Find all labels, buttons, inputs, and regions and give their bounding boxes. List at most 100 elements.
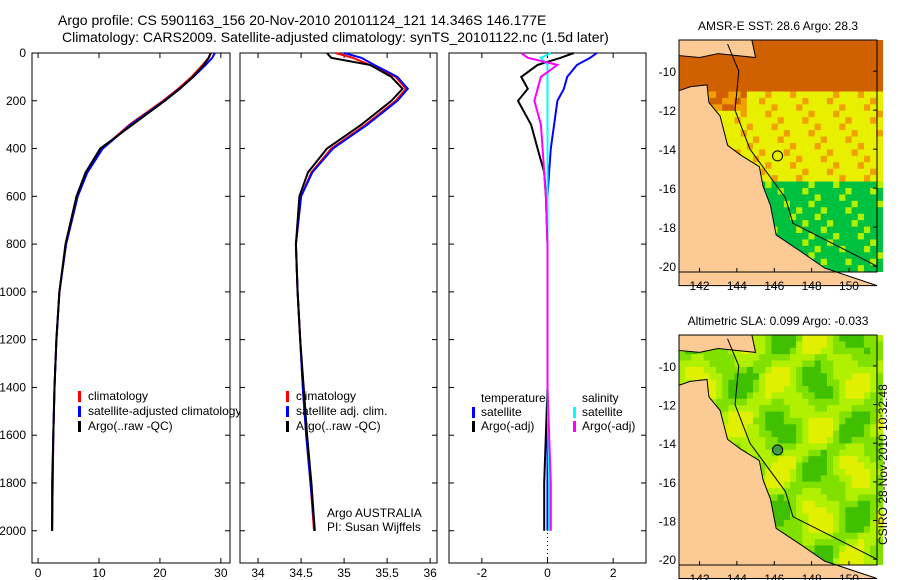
map-cell [851, 207, 859, 215]
map-cell [857, 136, 865, 144]
map-cell [845, 40, 853, 47]
map-cell [826, 245, 834, 253]
map-cell [833, 123, 840, 131]
map-cell [814, 360, 822, 368]
map-cell [783, 72, 791, 79]
map-cell [857, 500, 865, 508]
map-cell [765, 130, 773, 137]
map-cell [851, 417, 859, 425]
map-cell [863, 117, 871, 125]
map-cell [814, 500, 822, 508]
x-tick-label: 36 [423, 566, 437, 580]
map-cell [845, 194, 853, 202]
map-cell [857, 347, 865, 355]
map-cell [833, 168, 840, 176]
map-cell [722, 91, 729, 99]
map-cell [876, 481, 884, 489]
map-cell [876, 392, 884, 400]
map-cell [771, 149, 779, 157]
map-cell [783, 168, 791, 176]
map-cell [746, 405, 754, 412]
map-cell [777, 411, 785, 419]
map-cell [796, 59, 803, 67]
map-cell [814, 123, 822, 131]
map-cell [820, 360, 828, 368]
map-cell [863, 181, 871, 189]
map-cell [771, 52, 779, 60]
panel-frame [31, 52, 231, 564]
map-cell [783, 104, 791, 112]
map-cell [845, 386, 853, 393]
map-cell [814, 46, 822, 54]
map-cell [863, 341, 871, 349]
map-cell [722, 117, 729, 125]
map-cell [814, 443, 822, 451]
map-cell [728, 411, 736, 419]
map-cell [734, 110, 742, 118]
map-cell [808, 449, 816, 457]
map-cell [759, 104, 766, 112]
map-cell [796, 424, 803, 432]
map-cell [814, 341, 822, 349]
map-cell [876, 386, 884, 393]
map-cell [851, 449, 859, 457]
map-cell [826, 123, 834, 131]
map-cell [777, 341, 785, 349]
map-cell [771, 181, 779, 189]
map-cell [876, 475, 884, 483]
map-cell [802, 91, 810, 99]
map-cell [789, 142, 797, 150]
map-cell [851, 245, 859, 253]
map-cell [826, 233, 834, 240]
map-cell [876, 488, 884, 495]
map-cell [759, 110, 766, 118]
map-cell [679, 78, 686, 86]
map-cell [833, 233, 840, 240]
map-cell [796, 226, 803, 234]
map-cell [845, 545, 853, 553]
map-cell [870, 366, 877, 374]
map-cell [715, 398, 723, 406]
map-cell [870, 405, 877, 412]
map-cell [833, 507, 840, 515]
map-cell [759, 437, 766, 444]
y-tick-label: 200 [6, 94, 26, 108]
map-cell [833, 513, 840, 521]
map-cell [759, 392, 766, 400]
map-cell [814, 513, 822, 521]
map-cell [857, 213, 865, 221]
map-cell [814, 85, 822, 92]
map-cell [796, 233, 803, 240]
map-cell [796, 142, 803, 150]
map-cell [808, 494, 816, 502]
map-cell [728, 72, 736, 79]
map-cell [876, 335, 884, 342]
map-cell [839, 386, 847, 393]
map-cell [857, 78, 865, 86]
map-lon-label: 148 [802, 572, 822, 580]
legend-label: Argo(-adj) [582, 419, 635, 433]
map-cell [870, 52, 877, 60]
map-cell [691, 360, 699, 368]
map-cell [826, 475, 834, 483]
map-cell [851, 265, 859, 272]
map-cell [789, 500, 797, 508]
map-cell [851, 430, 859, 438]
map-cell [783, 519, 791, 527]
map-cell [814, 532, 822, 540]
map-cell [740, 386, 748, 393]
map-cell [715, 360, 723, 368]
map-cell [833, 65, 840, 73]
map-cell [870, 341, 877, 349]
map-cell [820, 424, 828, 432]
map-cell [820, 386, 828, 393]
map-cell [796, 220, 803, 227]
map-cell [851, 494, 859, 502]
map-cell [709, 354, 717, 361]
map-cell [814, 494, 822, 502]
map-cell [740, 366, 748, 374]
map-cell [814, 539, 822, 546]
map-cell [863, 59, 871, 67]
map-cell [759, 136, 766, 144]
map-cell [796, 341, 803, 349]
